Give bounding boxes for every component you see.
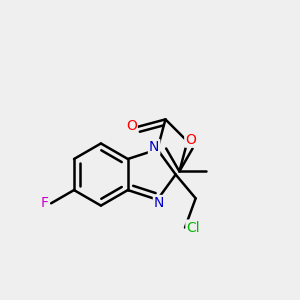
Text: O: O [185,133,196,147]
Text: N: N [154,196,164,210]
Text: O: O [126,119,137,133]
Text: N: N [149,140,159,154]
Text: Cl: Cl [186,220,200,235]
Text: F: F [40,196,49,210]
